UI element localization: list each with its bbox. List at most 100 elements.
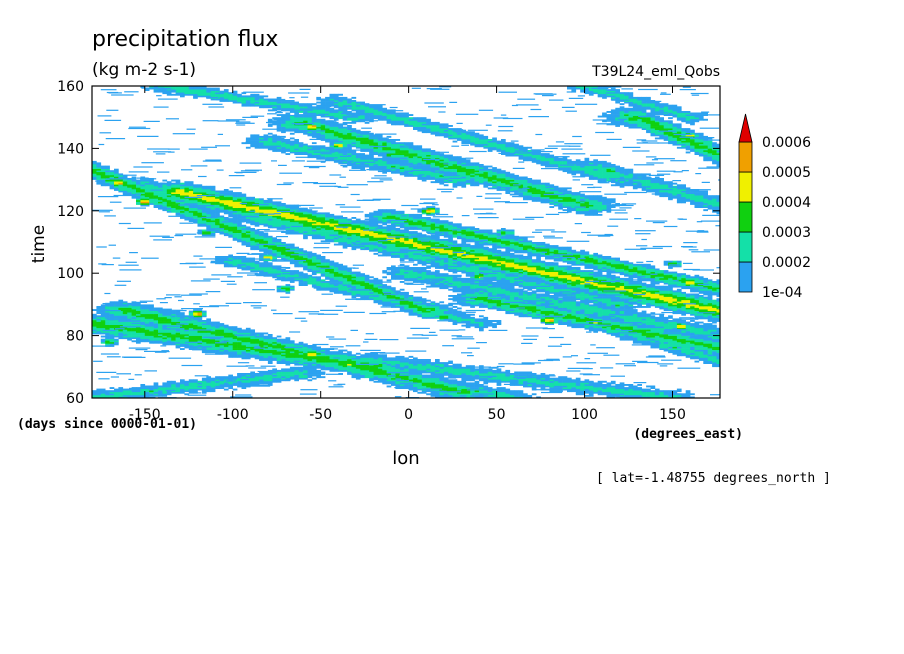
field-cell [122, 310, 128, 313]
field-cell [140, 340, 146, 343]
field-cell [663, 301, 669, 304]
field-cell [144, 337, 150, 340]
field-cell [615, 310, 620, 313]
field-cell [289, 281, 295, 283]
field-cell [707, 345, 713, 347]
field-cell [663, 327, 669, 330]
field-cell [391, 287, 396, 290]
field-cell [610, 298, 616, 301]
field-cell [114, 343, 119, 346]
field-cell [549, 321, 555, 324]
field-cell [430, 384, 436, 386]
field-cell [672, 307, 678, 310]
field-cell [650, 340, 656, 343]
field-cell [575, 310, 581, 313]
field-cell [668, 329, 673, 332]
field-cell [527, 371, 533, 374]
field-cell [360, 287, 365, 290]
field-cell [417, 387, 423, 389]
field-cell [668, 320, 673, 322]
field-cell [558, 299, 563, 302]
field-cell [663, 341, 669, 344]
field-cell [254, 348, 260, 350]
field-cell [408, 366, 414, 369]
field-cell [558, 307, 563, 310]
field-cell [193, 343, 198, 346]
field-cell [584, 296, 590, 299]
field-cell [140, 323, 146, 325]
field-cell [602, 329, 607, 332]
field-cell [114, 306, 119, 308]
field-cell [92, 394, 97, 397]
field-cell [413, 377, 418, 380]
field-cell [531, 387, 537, 389]
field-cell [166, 388, 172, 391]
field-cell [703, 302, 708, 305]
field-cell [632, 390, 638, 393]
field-cell [716, 291, 720, 294]
field-cell [646, 326, 651, 329]
field-cell [448, 282, 453, 285]
field-cell [391, 368, 396, 371]
field-cell [237, 337, 242, 340]
field-cell [676, 324, 682, 327]
field-cell [276, 285, 282, 288]
field-cell [122, 301, 128, 304]
field-cell [492, 299, 497, 302]
field-cell [536, 281, 541, 283]
field-cell [712, 324, 717, 327]
field-cell [553, 321, 559, 324]
field-cell [153, 391, 159, 394]
field-cell [558, 309, 563, 311]
field-cell [584, 315, 590, 318]
field-cell [659, 334, 664, 336]
field-cell [180, 338, 185, 341]
field-cell [188, 380, 194, 383]
field-cell [602, 299, 607, 302]
field-cell [215, 348, 220, 350]
field-cell [263, 376, 269, 379]
field-cell [672, 345, 678, 347]
field-cell [443, 362, 449, 364]
field-cell [514, 384, 519, 386]
field-cell [650, 323, 656, 325]
field-cell [707, 290, 713, 293]
field-cell [294, 279, 299, 282]
field-cell [646, 316, 651, 319]
field-cell [571, 316, 577, 319]
field-cell [136, 341, 141, 344]
field-cell [329, 288, 335, 291]
field-cell [523, 299, 528, 302]
field-cell [223, 343, 229, 346]
field-cell [685, 330, 691, 333]
field-cell [289, 352, 295, 355]
field-cell [127, 324, 132, 327]
field-cell [479, 387, 484, 389]
field-cell [575, 306, 581, 308]
field-cell [373, 374, 379, 377]
field-cell [703, 291, 708, 294]
field-cell [206, 351, 211, 354]
field-cell [294, 348, 299, 350]
field-cell [289, 357, 295, 360]
field-cell [571, 326, 577, 329]
field-cell [575, 284, 581, 286]
field-cell [417, 360, 423, 363]
field-cell [281, 341, 286, 344]
field-cell [448, 385, 453, 388]
field-cell [228, 384, 233, 386]
field-cell [584, 320, 590, 322]
field-cell [443, 373, 449, 375]
field-cell [206, 382, 211, 385]
field-cell [672, 304, 678, 307]
field-cell [219, 382, 225, 385]
field-cell [615, 312, 620, 315]
field-cell [223, 345, 229, 347]
field-cell [668, 307, 673, 310]
field-cell [707, 335, 713, 338]
field-cell [144, 390, 150, 393]
field-cell [298, 349, 304, 352]
field-cell [650, 346, 656, 349]
field-cell [698, 298, 704, 301]
field-cell [193, 348, 198, 350]
